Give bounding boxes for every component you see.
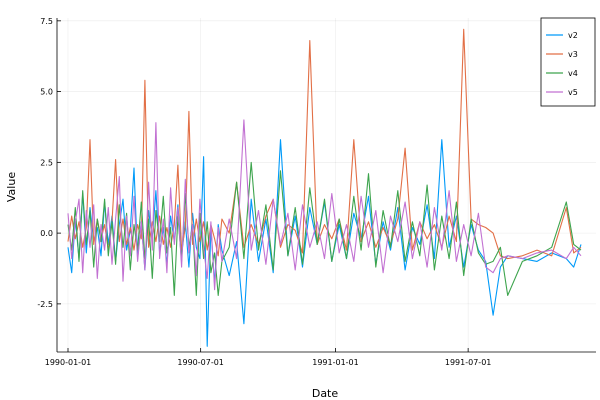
x-tick-label: 1990-07-01 [177, 358, 224, 367]
legend-label-v3: v3 [568, 50, 578, 59]
series-line-v4 [67, 161, 582, 296]
legend: v2 v3 v4 v5 [540, 17, 596, 107]
gridlines [57, 18, 596, 352]
y-axis-label: Value [5, 172, 18, 202]
x-tick-label: 1990-01-01 [45, 358, 92, 367]
series-line-v3 [67, 28, 582, 260]
x-tick-label: 1991-01-01 [312, 358, 359, 367]
x-tick-label: 1991-07-01 [445, 358, 492, 367]
legend-box [540, 17, 596, 107]
y-tick-label: 2.5 [40, 158, 53, 167]
y-tick-label: 7.5 [40, 17, 53, 26]
legend-label-v5: v5 [568, 88, 578, 97]
legend-label-v2: v2 [568, 31, 578, 40]
tick-labels: 1990-01-01 1990-07-01 1991-01-01 1991-07-01… [37, 17, 491, 367]
series-line-v5 [67, 119, 582, 291]
axes [56, 18, 596, 353]
y-tick-label: 5.0 [40, 88, 53, 97]
legend-label-v4: v4 [568, 69, 578, 78]
y-tick-label: -2.5 [37, 300, 53, 309]
series-line-v2 [67, 139, 582, 347]
x-axis-label: Date [312, 387, 339, 400]
plot-area [67, 28, 582, 347]
y-tick-label: 0.0 [40, 229, 53, 238]
